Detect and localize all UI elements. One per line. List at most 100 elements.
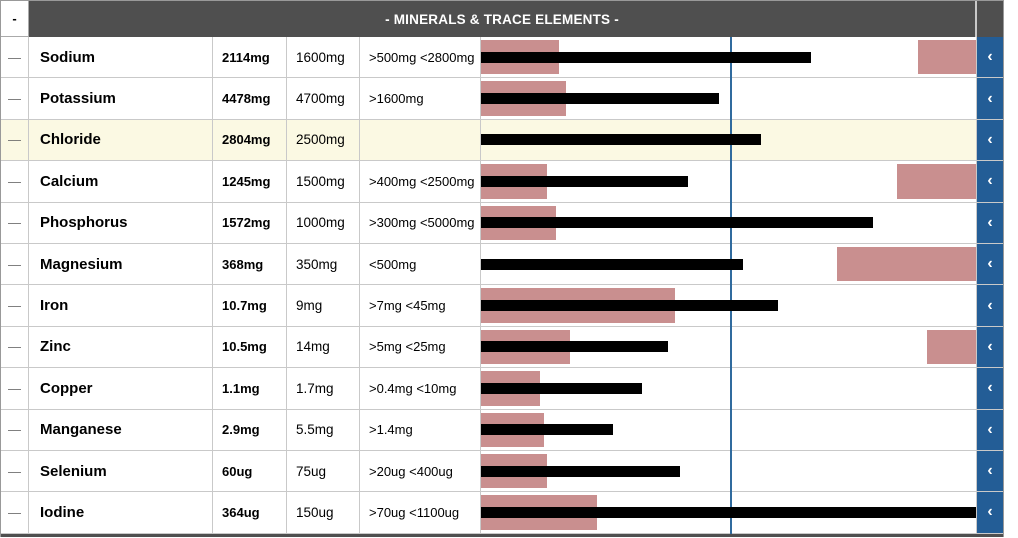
row-dash-cell: — <box>1 450 29 492</box>
nutrient-row[interactable]: — Zinc 10.5mg 14mg >5mg <25mg ‹ <box>1 326 1003 369</box>
chevron-cell: ‹ <box>976 285 1003 326</box>
chevron-cell: ‹ <box>976 368 1003 409</box>
nutrient-row[interactable]: — Manganese 2.9mg 5.5mg >1.4mg ‹ <box>1 409 1003 451</box>
nutrient-amount: 10.7mg <box>213 285 287 326</box>
row-dash-cell: — <box>1 119 29 161</box>
row-dash-icon: — <box>8 298 21 314</box>
section-title-bar: - MINERALS & TRACE ELEMENTS - <box>29 1 975 37</box>
chevron-cell: ‹ <box>976 161 1003 202</box>
chevron-cell: ‹ <box>976 492 1003 533</box>
nutrient-row[interactable]: — Selenium 60ug 75ug >20ug <400ug ‹ <box>1 450 1003 493</box>
row-dash-cell: — <box>1 78 29 119</box>
collapse-chevron-button[interactable]: ‹ <box>977 202 1003 243</box>
chevron-left-icon: ‹ <box>987 48 993 66</box>
chevron-left-icon: ‹ <box>987 420 993 438</box>
nutrient-amount: 4478mg <box>213 78 287 119</box>
nutrient-range: >5mg <25mg <box>360 326 481 368</box>
row-dash-cell: — <box>1 37 29 78</box>
row-dash-cell: — <box>1 202 29 243</box>
collapse-chevron-button[interactable]: ‹ <box>977 368 1003 409</box>
nutrient-name: Phosphorus <box>29 202 213 243</box>
table-bottom-border <box>1 533 1003 537</box>
nutrient-row[interactable]: — Potassium 4478mg 4700mg >1600mg ‹ <box>1 78 1003 120</box>
nutrient-bar-cell <box>481 120 976 160</box>
row-dash-icon: — <box>8 422 21 438</box>
nutrient-name: Manganese <box>29 409 213 450</box>
chevron-cell: ‹ <box>976 78 1003 119</box>
nutrient-name: Iodine <box>29 492 213 533</box>
nutrient-range: >1.4mg <box>360 409 481 450</box>
collapse-chevron-button[interactable]: ‹ <box>977 450 1003 492</box>
nutrient-row[interactable]: — Iodine 364ug 150ug >70ug <1100ug ‹ <box>1 492 1003 534</box>
nutrient-range: >1600mg <box>360 78 481 119</box>
row-dash-cell: — <box>1 326 29 368</box>
nutrient-amount: 10.5mg <box>213 326 287 368</box>
nutrient-amount: 60ug <box>213 450 287 492</box>
nutrient-bar-cell <box>481 244 976 284</box>
amount-bar <box>481 300 778 312</box>
row-dash-icon: — <box>8 504 21 520</box>
row-dash-icon: — <box>8 132 21 148</box>
chevron-left-icon: ‹ <box>987 503 993 521</box>
collapse-chevron-button[interactable]: ‹ <box>977 492 1003 533</box>
nutrient-target: 1600mg <box>287 37 360 78</box>
nutrient-range: >20ug <400ug <box>360 450 481 492</box>
nutrient-name: Zinc <box>29 326 213 368</box>
nutrient-range: >0.4mg <10mg <box>360 368 481 409</box>
section-title: - MINERALS & TRACE ELEMENTS - <box>385 11 619 27</box>
nutrient-row[interactable]: — Chloride 2804mg 2500mg ‹ <box>1 119 1003 162</box>
nutrient-target: 1000mg <box>287 202 360 243</box>
nutrient-range: <500mg <box>360 243 481 285</box>
nutrient-range: >70ug <1100ug <box>360 492 481 533</box>
nutrient-row[interactable]: — Phosphorus 1572mg 1000mg >300mg <5000m… <box>1 202 1003 244</box>
nutrient-target: 14mg <box>287 326 360 368</box>
collapse-chevron-button[interactable]: ‹ <box>977 119 1003 161</box>
nutrient-amount: 364ug <box>213 492 287 533</box>
amount-bar <box>481 258 744 270</box>
nutrient-bar-cell <box>481 161 976 201</box>
nutrient-target: 75ug <box>287 450 360 492</box>
collapse-chevron-button[interactable]: ‹ <box>977 243 1003 285</box>
row-dash-cell: — <box>1 492 29 533</box>
chevron-cell: ‹ <box>976 326 1003 368</box>
section-collapse-button[interactable]: - <box>1 1 29 37</box>
collapse-chevron-button[interactable]: ‹ <box>977 326 1003 368</box>
nutrient-row[interactable]: — Magnesium 368mg 350mg <500mg ‹ <box>1 243 1003 286</box>
chevron-cell: ‹ <box>976 37 1003 78</box>
nutrient-name: Potassium <box>29 78 213 119</box>
chevron-cell: ‹ <box>976 119 1003 161</box>
nutrient-name: Selenium <box>29 450 213 492</box>
nutrient-row[interactable]: — Calcium 1245mg 1500mg >400mg <2500mg ‹ <box>1 161 1003 203</box>
nutrient-name: Chloride <box>29 119 213 161</box>
chevron-left-icon: ‹ <box>987 337 993 355</box>
row-dash-icon: — <box>8 463 21 479</box>
row-dash-icon: — <box>8 215 21 231</box>
nutrient-target: 1.7mg <box>287 368 360 409</box>
nutrient-bar-cell <box>481 410 976 450</box>
nutrient-target: 9mg <box>287 285 360 326</box>
chevron-left-icon: ‹ <box>987 130 993 148</box>
nutrient-row[interactable]: — Iron 10.7mg 9mg >7mg <45mg ‹ <box>1 285 1003 327</box>
nutrient-target: 350mg <box>287 243 360 285</box>
chevron-left-icon: ‹ <box>987 255 993 273</box>
collapse-chevron-button[interactable]: ‹ <box>977 37 1003 78</box>
row-dash-cell: — <box>1 243 29 285</box>
collapse-chevron-button[interactable]: ‹ <box>977 161 1003 202</box>
collapse-dash-icon: - <box>12 11 17 26</box>
row-dash-icon: — <box>8 380 21 396</box>
collapse-chevron-button[interactable]: ‹ <box>977 409 1003 450</box>
chevron-left-icon: ‹ <box>987 213 993 231</box>
target-line <box>730 37 732 534</box>
row-dash-cell: — <box>1 368 29 409</box>
collapse-chevron-button[interactable]: ‹ <box>977 78 1003 119</box>
row-dash-icon: — <box>8 256 21 272</box>
nutrient-bar-cell <box>481 285 976 325</box>
amount-bar <box>481 175 688 187</box>
nutrient-row[interactable]: — Sodium 2114mg 1600mg >500mg <2800mg ‹ <box>1 37 1003 79</box>
nutrient-target: 1500mg <box>287 161 360 202</box>
nutrient-row[interactable]: — Copper 1.1mg 1.7mg >0.4mg <10mg ‹ <box>1 368 1003 410</box>
nutrient-name: Sodium <box>29 37 213 78</box>
nutrient-bar-cell <box>481 78 976 118</box>
chevron-cell: ‹ <box>976 409 1003 450</box>
collapse-chevron-button[interactable]: ‹ <box>977 285 1003 326</box>
